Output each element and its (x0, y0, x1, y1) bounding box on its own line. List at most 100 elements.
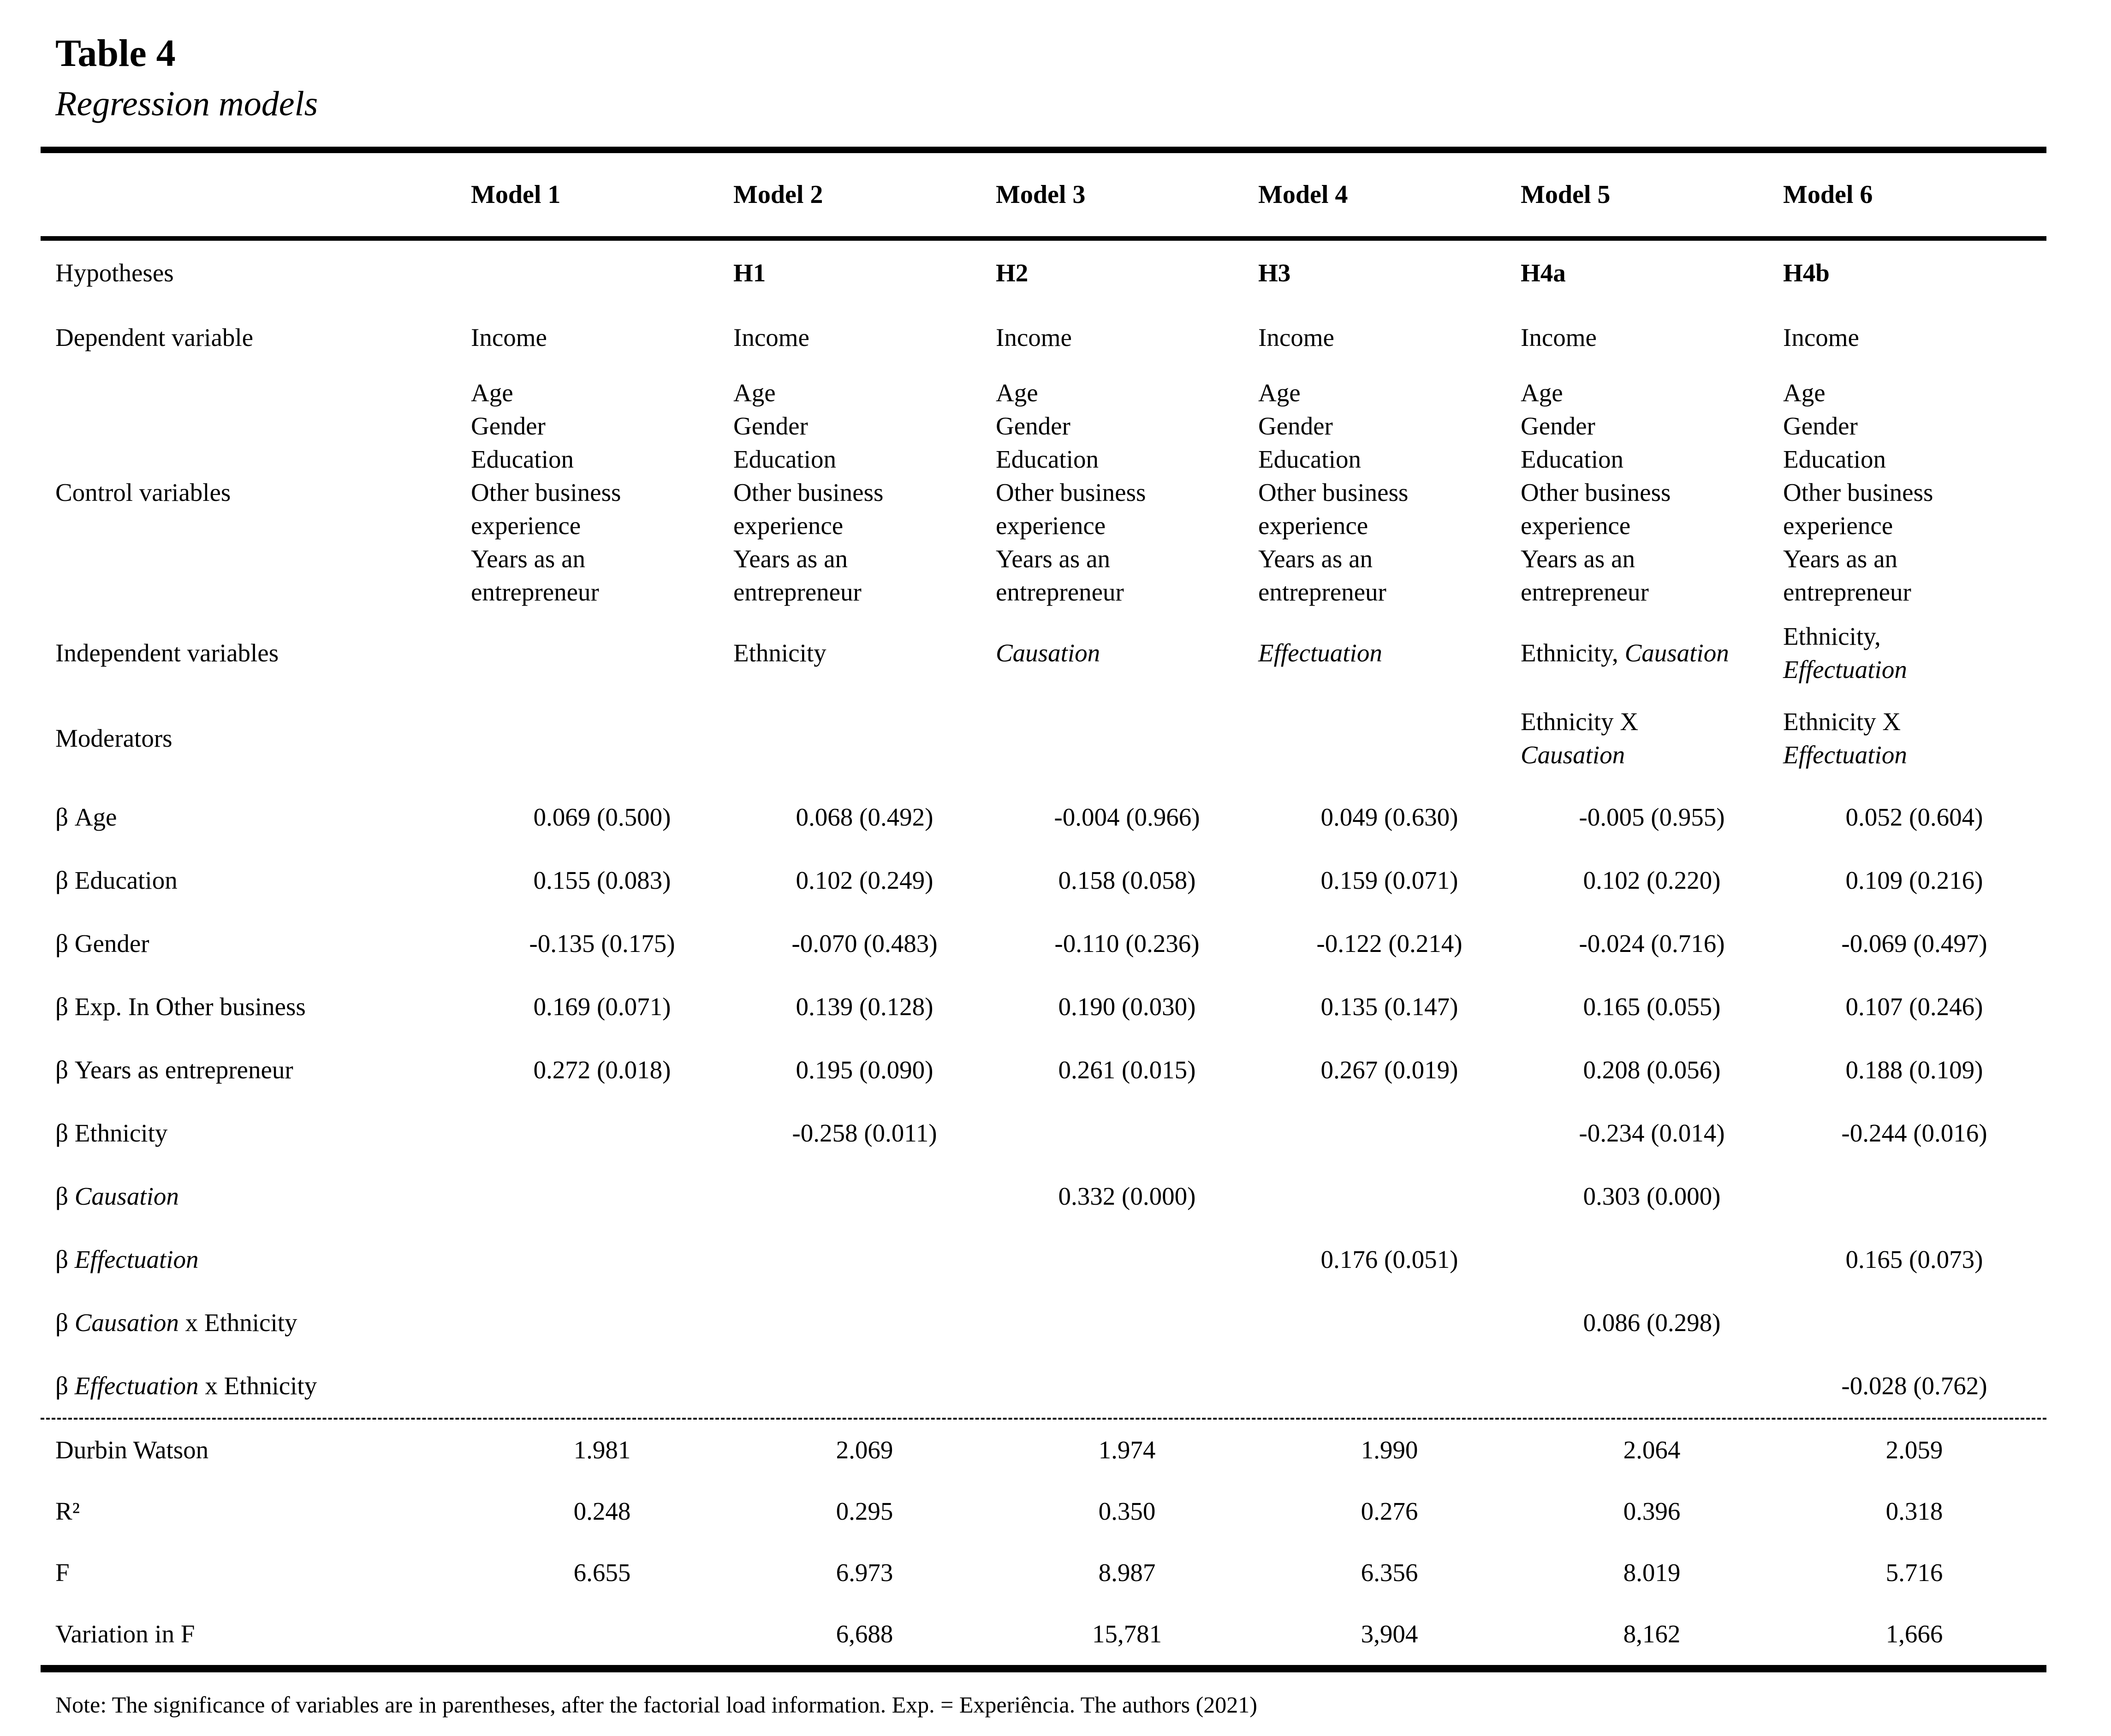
row-label: F (55, 1558, 70, 1587)
row-label: Independent variables (55, 639, 279, 667)
table-cell: 0.155 (0.083) (533, 866, 671, 895)
row-variation-in-f: Variation in F 6,688 15,781 3,904 8,162 1,666 (41, 1604, 2046, 1665)
table-cell: 0.190 (0.030) (1058, 993, 1196, 1021)
table-cell: 6,688 (836, 1620, 893, 1648)
row-beta-ethnicity: β Ethnicity -0.258 (0.011) -0.234 (0.014) -… (41, 1102, 2046, 1165)
table-subtitle: Regression models (55, 84, 318, 124)
row-label: Control variables (55, 478, 231, 506)
table-cell: 6.356 (1361, 1558, 1418, 1587)
table-cell: 3,904 (1361, 1620, 1418, 1648)
table-cell: Age Gender Education Other business experien… (1258, 378, 1409, 606)
table-cell: 1.990 (1361, 1436, 1418, 1464)
row-independent-variables: Independent variables Ethnicity Causation E… (41, 615, 2046, 691)
table-cell: Income (1783, 323, 1859, 351)
row-beta-effectuation-x-ethnicity: β Effectuation x Ethnicity -0.028 (0.762) (41, 1355, 2046, 1418)
row-label: Dependent variable (55, 323, 254, 351)
table-cell: H4b (1783, 258, 1830, 287)
table-cell: 5.716 (1885, 1558, 1943, 1587)
table-cell: 0.195 (0.090) (796, 1056, 934, 1084)
table-cell: -0.005 (0.955) (1579, 803, 1725, 832)
table-cell: Model 6 (1783, 180, 1873, 209)
row-label: Variation in F (55, 1620, 195, 1648)
table-cell: 0.139 (0.128) (796, 993, 934, 1021)
row-label: β Effectuation (55, 1245, 199, 1274)
table-cell: Model 5 (1521, 180, 1611, 209)
table-cell: -0.122 (0.214) (1316, 929, 1463, 958)
row-label: Moderators (55, 724, 172, 753)
table-cell: Model 4 (1258, 180, 1348, 209)
table-note: Note: The significance of variables are … (55, 1691, 1257, 1718)
table-cell: Model 3 (996, 180, 1086, 209)
row-f: F 6.655 6.973 8.987 6.356 8.019 5.716 (41, 1542, 2046, 1604)
row-beta-effectuation: β Effectuation 0.176 (0.051) 0.165 (0.073) (41, 1228, 2046, 1291)
row-hypotheses: Hypotheses H1 H2 H3 H4a H4b (41, 241, 2046, 305)
table-cell: 1.981 (573, 1436, 631, 1464)
row-control-variables: Control variables Age Gender Education Other… (41, 370, 2046, 615)
table-cell: H1 (733, 258, 766, 287)
row-beta-causation: β Causation 0.332 (0.000) 0.303 (0.000) (41, 1165, 2046, 1228)
table-cell: Model 1 (471, 180, 561, 209)
table-cell: -0.135 (0.175) (529, 929, 675, 958)
table-cell: 0.052 (0.604) (1845, 803, 1983, 832)
table-cell: 0.188 (0.109) (1845, 1056, 1983, 1084)
row-label: β Causation x Ethnicity (55, 1308, 297, 1337)
table-cell: 8.987 (1098, 1558, 1156, 1587)
row-beta-causation-x-ethnicity: β Causation x Ethnicity 0.086 (0.298) (41, 1291, 2046, 1355)
table-cell: 0.086 (0.298) (1583, 1308, 1721, 1337)
table-cell: 8,162 (1623, 1620, 1681, 1648)
table-cell: 6.973 (836, 1558, 893, 1587)
table-cell: Model 2 (733, 180, 823, 209)
table-cell: 0.158 (0.058) (1058, 866, 1196, 895)
table-cell: Age Gender Education Other business experien… (996, 378, 1146, 606)
table-cell: Income (1258, 323, 1334, 351)
row-label: β Effectuation x Ethnicity (55, 1372, 317, 1400)
table-cell: Income (733, 323, 809, 351)
table-cell: -0.110 (0.236) (1054, 929, 1200, 958)
table-cell: 0.272 (0.018) (533, 1056, 671, 1084)
table-cell: -0.028 (0.762) (1841, 1372, 1987, 1400)
table-cell: 2.059 (1885, 1436, 1943, 1464)
row-label: Hypotheses (55, 258, 174, 287)
table-cell: 0.069 (0.500) (533, 803, 671, 832)
table-cell: Age Gender Education Other business experien… (471, 378, 621, 606)
row-label: R² (55, 1497, 80, 1526)
row-label: Durbin Watson (55, 1436, 209, 1464)
table-cell: 0.248 (573, 1497, 631, 1526)
table-cell: Income (471, 323, 547, 351)
row-moderators: Moderators Ethnicity X Causation Ethnicity … (41, 691, 2046, 786)
table-cell: 0.135 (0.147) (1320, 993, 1458, 1021)
rule-header-bottom (41, 236, 2046, 241)
table-cell: -0.069 (0.497) (1841, 929, 1987, 958)
table-cell: Ethnicity (733, 639, 827, 667)
table-cell: 1,666 (1885, 1620, 1943, 1648)
table-cell: Causation (996, 639, 1100, 667)
row-durbin-watson: Durbin Watson 1.981 2.069 1.974 1.990 2.064 2.… (41, 1420, 2046, 1481)
table-cell: 0.109 (0.216) (1845, 866, 1983, 895)
table-cell: 0.267 (0.019) (1320, 1056, 1458, 1084)
table-cell: 6.655 (573, 1558, 631, 1587)
table-cell: -0.024 (0.716) (1579, 929, 1725, 958)
row-label: β Education (55, 866, 178, 895)
table-cell: -0.070 (0.483) (791, 929, 938, 958)
table-cell: 0.261 (0.015) (1058, 1056, 1196, 1084)
table-cell: -0.234 (0.014) (1579, 1119, 1725, 1147)
table-cell: Age Gender Education Other business experien… (1521, 378, 1671, 606)
row-beta-gender: β Gender -0.135 (0.175) -0.070 (0.483) -0.1… (41, 912, 2046, 975)
table-cell: -0.244 (0.016) (1841, 1119, 1987, 1147)
row-dependent-variable: Dependent variable Income Income Income Inco… (41, 305, 2046, 370)
table-cell: 15,781 (1092, 1620, 1162, 1648)
rule-top (41, 146, 2046, 153)
row-label: β Age (55, 803, 117, 832)
table-cell: 0.159 (0.071) (1320, 866, 1458, 895)
table-cell: Ethnicity X Causation (1521, 707, 1639, 769)
table-cell: Ethnicity X Effectuation (1783, 707, 1907, 769)
table-title: Table 4 (55, 32, 176, 75)
table-cell: Effectuation (1258, 639, 1382, 667)
table-cell: Ethnicity, Causation (1521, 639, 1729, 667)
row-beta-years-as-entrepreneur: β Years as entrepreneur 0.272 (0.018) 0.19… (41, 1039, 2046, 1102)
table-cell: H3 (1258, 258, 1291, 287)
row-label: β Causation (55, 1182, 179, 1211)
table-cell: 0.068 (0.492) (796, 803, 934, 832)
table-cell: -0.258 (0.011) (792, 1119, 937, 1147)
